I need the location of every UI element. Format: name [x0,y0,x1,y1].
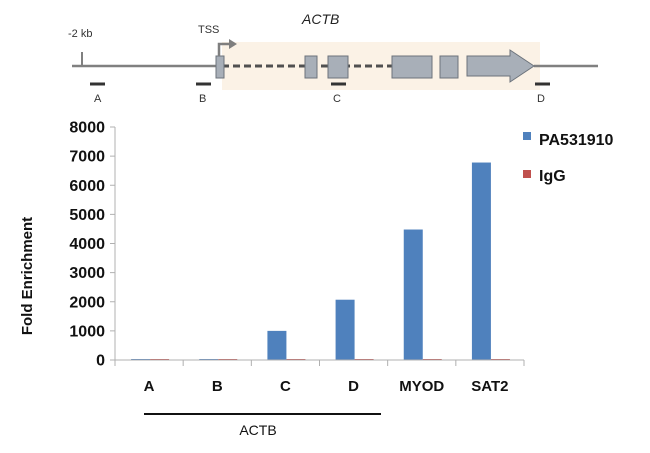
exon-4 [391,55,433,79]
legend-label-igg: IgG [539,168,566,185]
upstream-label: -2 kb [68,28,92,40]
region-label-b: B [199,93,206,105]
y-tick-label: 3000 [69,265,105,282]
group-label: ACTB [239,422,276,438]
tss-label: TSS [198,24,219,36]
y-tick-label: 7000 [69,149,105,166]
bar-pa531910-myod [403,229,423,360]
x-tick-label-myod: MYOD [399,378,444,395]
tss-arrow-icon [217,42,231,56]
bar-pa531910-d [335,299,355,360]
bars [131,162,510,360]
bar-pa531910-sat2 [471,162,491,360]
region-label-d: D [537,93,545,105]
y-tick-label: 5000 [69,207,105,224]
y-tick-label: 4000 [69,236,105,253]
y-tick-label: 6000 [69,178,105,195]
exon-5 [439,55,459,79]
bar-pa531910-c [267,330,287,360]
y-axis-label: Fold Enrichment [19,217,36,335]
exon-6-arrow [466,49,535,83]
legend-swatch-pa531910 [523,132,531,140]
bar-chart: Fold Enrichment 0 1000 2000 3000 4000 5000 600… [19,120,614,439]
x-tick-label-a: A [144,378,155,395]
region-label-a: A [94,93,102,105]
region-label-c: C [333,93,341,105]
exon-3 [327,55,349,79]
legend-label-pa531910: PA531910 [539,132,614,149]
y-tick-label: 2000 [69,294,105,311]
x-tick-label-d: D [348,378,359,395]
exon-2 [304,55,318,79]
x-tick-label-b: B [212,378,223,395]
legend-swatch-igg [523,170,531,178]
y-axis-ticks: 0 1000 2000 3000 4000 5000 6000 7000 8000 [69,120,115,370]
x-axis-tick-labels: A B C D MYOD SAT2 [144,378,509,395]
legend: PA531910 IgG [523,132,614,185]
x-tick-label-sat2: SAT2 [471,378,508,395]
tss-arrowhead-icon [229,39,237,49]
x-tick-label-c: C [280,378,291,395]
gene-diagram: -2 kb TSS ACTB A B C D [68,11,598,105]
exon-1 [215,55,225,79]
y-tick-label: 8000 [69,120,105,137]
y-tick-label: 0 [96,353,105,370]
x-axis-category-ticks [114,360,525,366]
y-tick-label: 1000 [69,323,105,340]
gene-name-label: ACTB [301,11,339,27]
